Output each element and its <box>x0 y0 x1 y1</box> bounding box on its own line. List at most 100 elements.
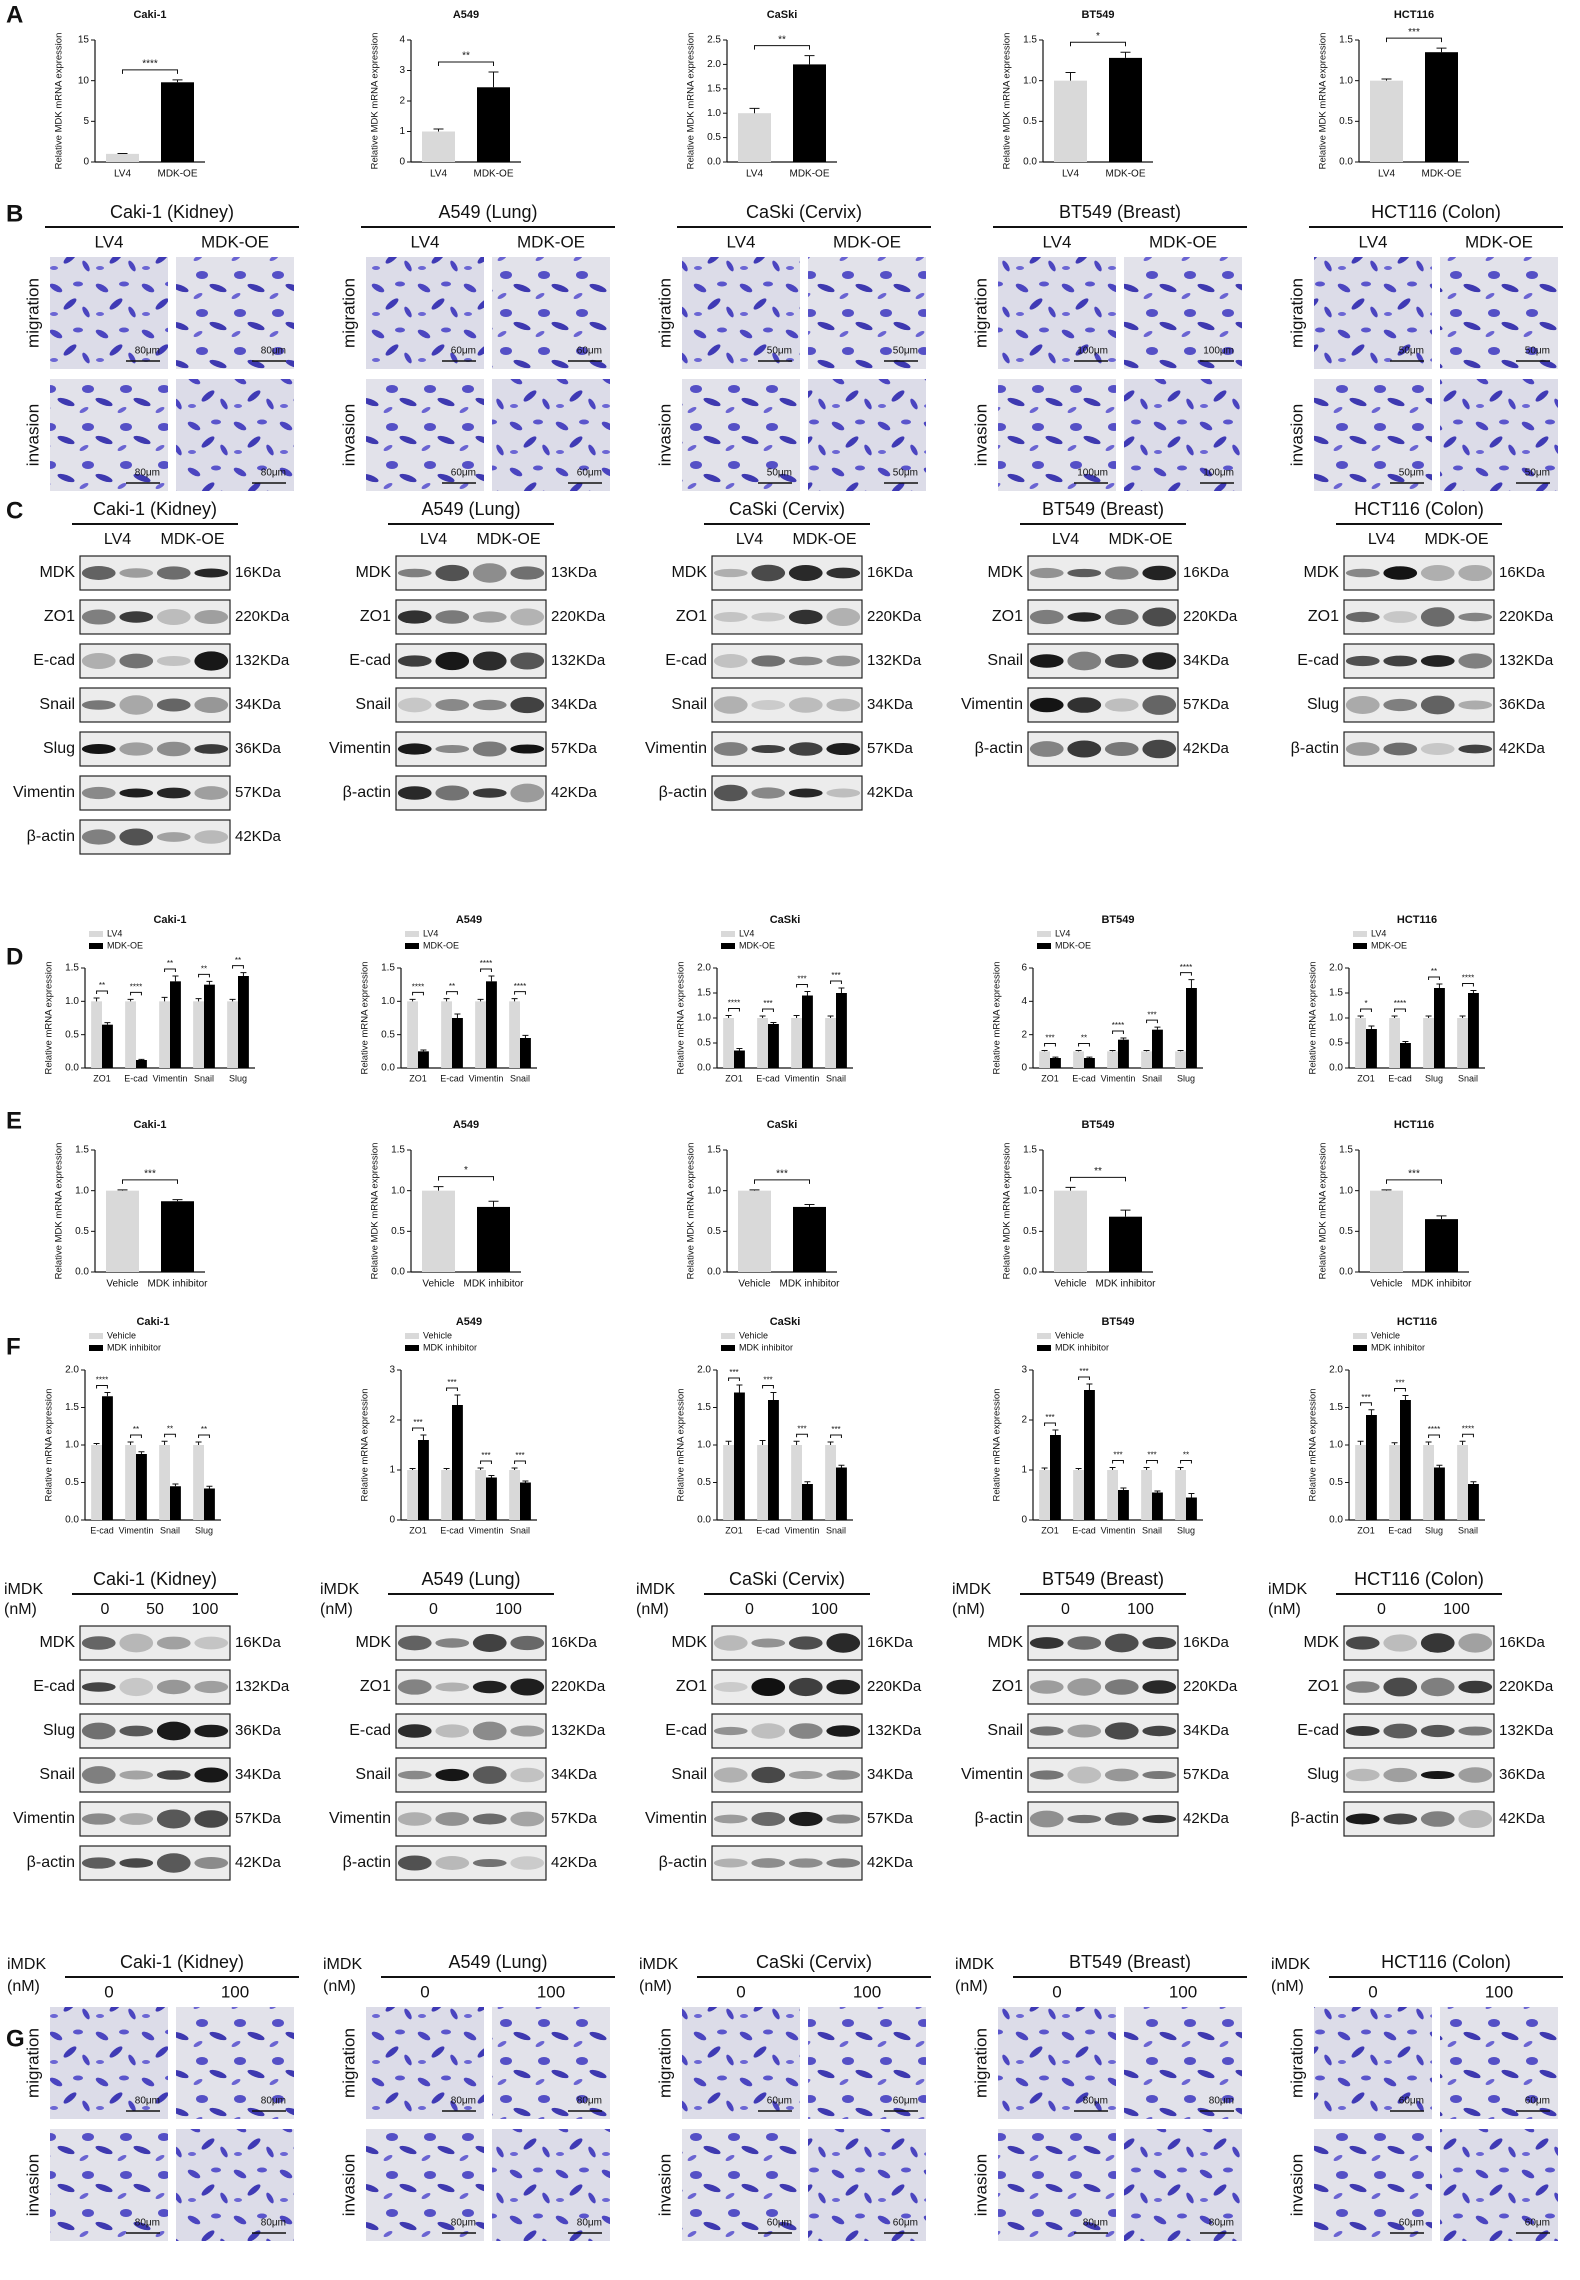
blot-band <box>81 829 116 845</box>
blot-band <box>397 786 432 800</box>
blot-band <box>81 786 116 800</box>
blot-band <box>1029 1810 1064 1828</box>
bar <box>1050 1435 1061 1520</box>
bar <box>407 1470 418 1520</box>
error-bar <box>804 1203 815 1207</box>
significance-bracket <box>1386 1179 1442 1184</box>
scale-bar-label: 100μm <box>1077 468 1108 479</box>
y-tick-label: 2 <box>389 1415 395 1426</box>
blot-band <box>826 655 861 667</box>
error-bar <box>838 987 845 993</box>
blot-band <box>1104 566 1139 580</box>
blot-band <box>156 741 191 757</box>
row-label: invasion <box>339 2154 358 2216</box>
error-bar <box>488 71 499 88</box>
blot-band <box>397 1812 432 1826</box>
blot-band <box>1029 1637 1064 1649</box>
bar <box>1389 1445 1400 1520</box>
protein-label: Snail <box>355 696 391 713</box>
bar <box>509 1001 520 1068</box>
significance-bracket <box>1360 1402 1372 1406</box>
scale-bar-label: 80μm <box>1083 2218 1108 2229</box>
molecular-weight: 16KDa <box>551 1634 598 1651</box>
error-bar <box>488 1475 495 1478</box>
blot-band <box>397 1724 432 1738</box>
error-bar <box>736 1384 743 1393</box>
bar <box>1175 1470 1186 1520</box>
protein-label: ZO1 <box>676 1678 707 1695</box>
y-axis-label: Relative mRNA expression <box>360 962 371 1075</box>
scale-bar-label: 80μm <box>135 2218 160 2229</box>
legend-swatch <box>721 1345 735 1351</box>
bar <box>1073 1051 1084 1068</box>
significance-bracket <box>754 45 810 50</box>
blot-band <box>435 1638 470 1648</box>
blot-title: CaSki (Cervix) <box>729 1569 845 1589</box>
blot-band <box>1104 654 1139 668</box>
treatment-label: iMDK <box>955 1956 994 1973</box>
chart-title: BT549 <box>1081 1119 1114 1131</box>
error-bar <box>1065 72 1076 81</box>
blot-title: Caki-1 (Kidney) <box>93 1569 217 1589</box>
unit-label: (nM) <box>636 1601 669 1618</box>
bar <box>441 1001 452 1068</box>
blot-band <box>1345 1681 1380 1693</box>
significance-bracket <box>1146 1460 1158 1464</box>
blot-band <box>1067 697 1102 713</box>
scale-bar-label: 60μm <box>1525 2096 1550 2107</box>
x-tick-label: Slug <box>229 1073 247 1083</box>
legend-swatch <box>405 1345 419 1351</box>
bar <box>475 1470 486 1520</box>
blot-band <box>510 1811 545 1827</box>
significance-label: ** <box>449 982 455 991</box>
blot-band <box>1029 1726 1064 1736</box>
condition-label: MDK-OE <box>477 531 541 548</box>
blot-band <box>472 1634 507 1652</box>
blot-band <box>713 784 748 802</box>
x-tick-label: Snail <box>1458 1525 1478 1535</box>
blot-band <box>194 1636 229 1650</box>
blot-band <box>751 612 786 622</box>
molecular-weight: 220KDa <box>1183 608 1238 625</box>
blot-strip <box>711 599 863 635</box>
condition-label: 100 <box>811 1601 838 1618</box>
molecular-weight: 16KDa <box>1183 564 1230 581</box>
row-label: invasion <box>655 2154 674 2216</box>
significance-label: *** <box>447 1378 456 1387</box>
scale-bar-label: 60μm <box>577 468 602 479</box>
significance-label: *** <box>1361 1393 1370 1402</box>
scale-bar-label: 80μm <box>451 2218 476 2229</box>
legend-label: MDK-OE <box>1371 940 1407 950</box>
blot-band <box>788 1858 823 1868</box>
error-bar <box>420 1049 427 1052</box>
legend-label: LV4 <box>1055 928 1070 938</box>
error-bar <box>1425 1441 1432 1445</box>
blot-title: A549 (Lung) <box>421 1569 520 1589</box>
row-label: migration <box>971 2028 990 2098</box>
error-bar <box>409 1468 416 1470</box>
molecular-weight: 132KDa <box>235 652 290 669</box>
blot-band <box>1420 695 1455 715</box>
y-tick-label: 4 <box>399 35 405 46</box>
scale-bar-label: 60μm <box>893 2096 918 2107</box>
micrograph <box>1440 2007 1558 2119</box>
panel-label: F <box>6 1333 21 1360</box>
panel-title: BT549 (Breast) <box>1059 202 1181 222</box>
unit-label: (nM) <box>323 1978 356 1995</box>
error-bar <box>117 1189 128 1191</box>
x-tick-label: Vimentin <box>469 1525 504 1535</box>
chart-title: Caki-1 <box>133 9 166 21</box>
micrograph <box>1124 2007 1242 2119</box>
y-tick-label: 1.0 <box>1329 1440 1343 1451</box>
blot-band <box>713 1726 748 1736</box>
blot-band <box>1104 698 1139 712</box>
y-axis-label: Relative MDK mRNA expression <box>370 33 381 170</box>
scale-bar-label: 50μm <box>1399 468 1424 479</box>
error-bar <box>1177 1467 1184 1470</box>
significance-bracket <box>728 1377 740 1381</box>
error-bar <box>1368 1025 1375 1029</box>
error-bar <box>1120 1037 1127 1040</box>
blot-band <box>1420 1677 1455 1697</box>
molecular-weight: 16KDa <box>867 1634 914 1651</box>
bar <box>1425 1219 1458 1272</box>
